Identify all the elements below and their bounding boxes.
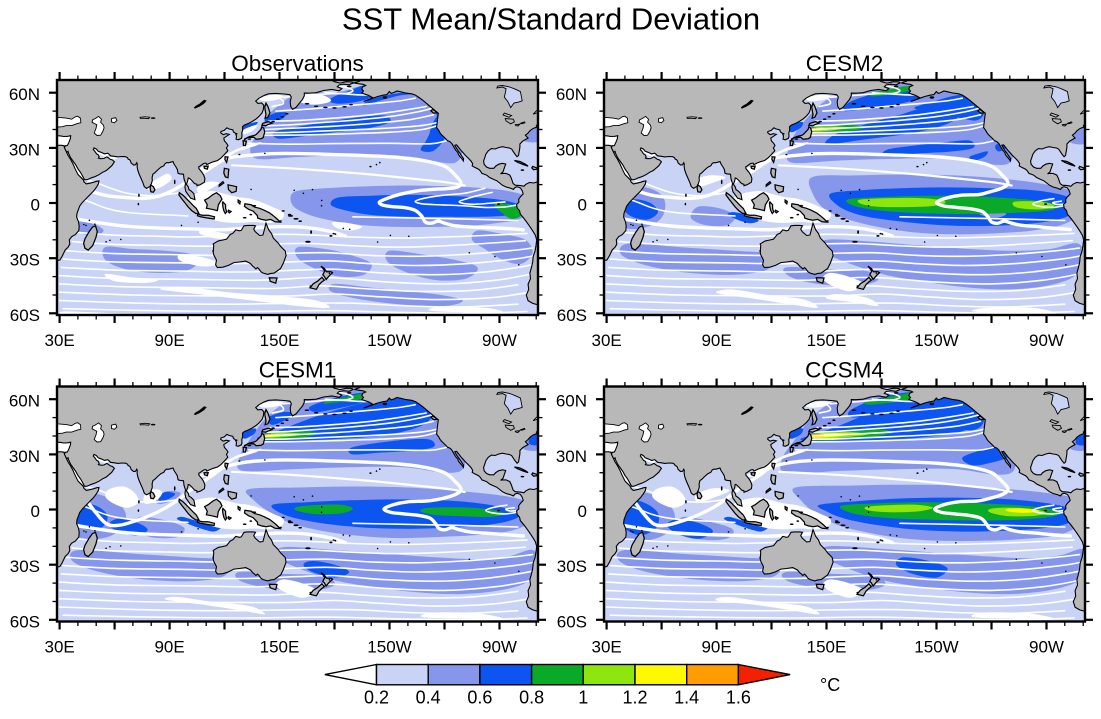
svg-text:60N: 60N xyxy=(9,392,40,411)
svg-text:0.8: 0.8 xyxy=(519,688,544,708)
svg-text:90W: 90W xyxy=(1029,638,1064,657)
svg-text:60N: 60N xyxy=(556,392,587,411)
svg-text:60S: 60S xyxy=(10,612,40,631)
svg-text:0: 0 xyxy=(31,502,40,521)
svg-text:1.2: 1.2 xyxy=(622,688,647,708)
svg-text:30N: 30N xyxy=(556,447,587,466)
svg-text:30S: 30S xyxy=(10,557,40,576)
svg-text:30E: 30E xyxy=(591,638,621,657)
svg-text:60S: 60S xyxy=(10,306,40,325)
svg-text:SST Mean/Standard Deviation: SST Mean/Standard Deviation xyxy=(342,2,760,37)
svg-text:0.2: 0.2 xyxy=(364,688,389,708)
svg-text:°C: °C xyxy=(820,675,840,695)
svg-text:90E: 90E xyxy=(154,331,184,350)
svg-text:1.4: 1.4 xyxy=(674,688,699,708)
svg-text:30S: 30S xyxy=(10,251,40,270)
svg-text:90W: 90W xyxy=(1029,331,1064,350)
svg-text:0: 0 xyxy=(578,196,587,215)
svg-text:Observations: Observations xyxy=(231,51,364,76)
svg-text:30E: 30E xyxy=(44,638,74,657)
svg-text:90E: 90E xyxy=(701,331,731,350)
svg-text:30N: 30N xyxy=(9,447,40,466)
svg-text:150W: 150W xyxy=(914,638,958,657)
svg-text:150E: 150E xyxy=(807,638,847,657)
svg-text:30S: 30S xyxy=(557,251,587,270)
svg-text:150E: 150E xyxy=(807,331,847,350)
svg-text:1.6: 1.6 xyxy=(726,688,751,708)
svg-text:30N: 30N xyxy=(556,140,587,159)
svg-text:0.4: 0.4 xyxy=(416,688,441,708)
svg-text:30E: 30E xyxy=(591,331,621,350)
svg-text:150W: 150W xyxy=(367,638,411,657)
svg-text:0.6: 0.6 xyxy=(467,688,492,708)
svg-text:150W: 150W xyxy=(367,331,411,350)
svg-text:60S: 60S xyxy=(557,612,587,631)
svg-text:30E: 30E xyxy=(44,331,74,350)
svg-text:60N: 60N xyxy=(556,85,587,104)
svg-text:CESM1: CESM1 xyxy=(259,358,337,383)
svg-text:0: 0 xyxy=(31,196,40,215)
svg-text:150E: 150E xyxy=(260,331,300,350)
svg-text:CESM2: CESM2 xyxy=(806,51,884,76)
svg-text:90E: 90E xyxy=(701,638,731,657)
svg-text:CCSM4: CCSM4 xyxy=(805,358,884,383)
svg-text:1: 1 xyxy=(578,688,588,708)
svg-text:150W: 150W xyxy=(914,331,958,350)
svg-text:30S: 30S xyxy=(557,557,587,576)
svg-text:30N: 30N xyxy=(9,140,40,159)
svg-text:0: 0 xyxy=(578,502,587,521)
svg-text:90W: 90W xyxy=(482,638,517,657)
svg-text:60S: 60S xyxy=(557,306,587,325)
svg-text:90E: 90E xyxy=(154,638,184,657)
svg-text:60N: 60N xyxy=(9,85,40,104)
svg-text:90W: 90W xyxy=(482,331,517,350)
svg-text:150E: 150E xyxy=(260,638,300,657)
